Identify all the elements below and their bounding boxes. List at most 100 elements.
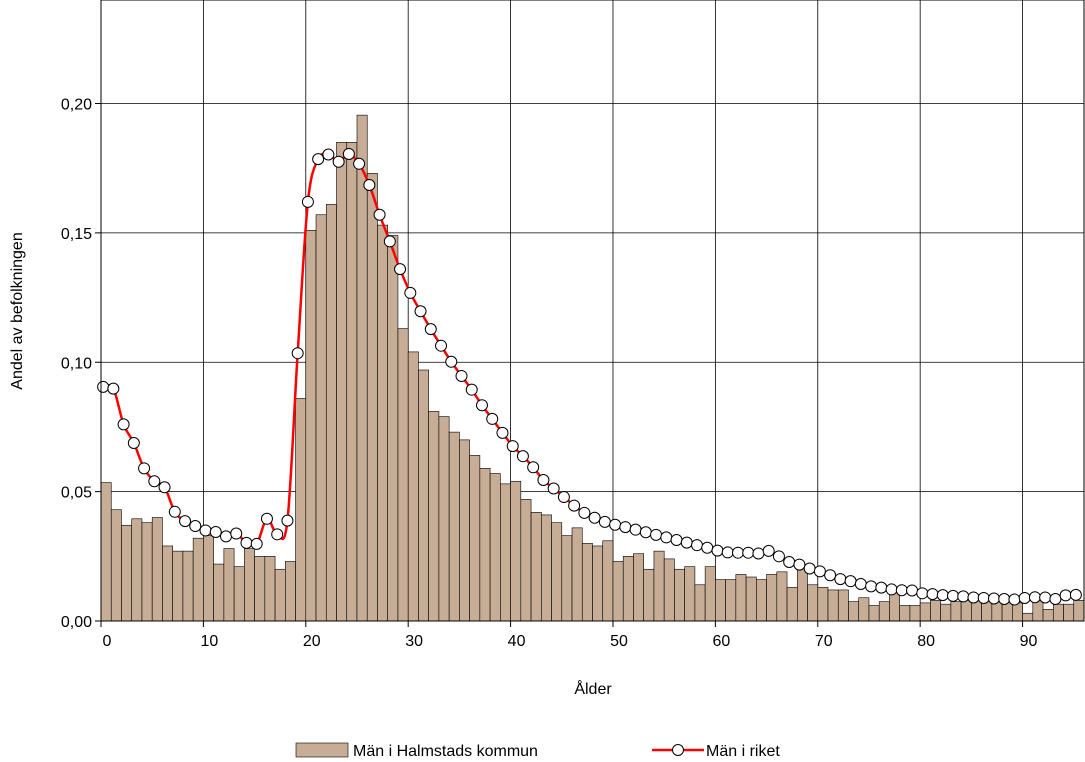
line-point — [650, 528, 663, 541]
line-point — [168, 505, 181, 518]
bar — [827, 589, 839, 622]
bar — [141, 522, 153, 622]
bar — [356, 114, 368, 622]
line-point — [803, 562, 816, 575]
legend: Män i Halmstads kommun Män i riket — [295, 742, 780, 760]
bar — [1042, 609, 1054, 622]
bar — [909, 605, 921, 622]
line-point — [373, 208, 386, 221]
x-tick-label: 40 — [508, 633, 526, 650]
bar — [858, 597, 870, 622]
bar — [1012, 602, 1023, 622]
line-point — [936, 589, 949, 602]
x-tick-label: 30 — [405, 633, 423, 650]
line-point — [260, 512, 273, 525]
line-point — [435, 339, 448, 352]
x-tick-label: 60 — [712, 633, 730, 650]
line-point — [179, 515, 192, 528]
line-point — [1059, 589, 1072, 602]
line-point — [834, 573, 847, 586]
bar — [704, 566, 716, 622]
bar — [448, 431, 460, 622]
bar — [940, 603, 952, 622]
x-tick-label: 70 — [815, 633, 833, 650]
line-point — [701, 541, 714, 554]
bar — [1073, 599, 1085, 622]
line-point — [383, 235, 396, 248]
line-point — [742, 546, 755, 559]
line-point — [527, 461, 540, 474]
x-tick-label: 80 — [917, 633, 935, 650]
line-point — [731, 546, 744, 559]
line-point — [547, 482, 560, 495]
line-point — [97, 380, 110, 393]
bar — [192, 537, 204, 622]
y-tick-label: 0,00 — [61, 614, 92, 631]
bar — [459, 439, 470, 622]
line-point — [598, 515, 611, 528]
line-point — [967, 591, 980, 604]
bar — [500, 483, 511, 622]
line-point — [148, 475, 161, 488]
y-tick-label: 0,20 — [61, 97, 92, 114]
bar — [285, 561, 296, 622]
x-tick-label: 0 — [103, 633, 112, 650]
bar — [213, 563, 225, 622]
bar — [633, 553, 644, 622]
line-point — [957, 590, 970, 603]
line-point — [977, 591, 990, 604]
bar — [807, 584, 819, 622]
bar — [407, 351, 419, 622]
line-point — [291, 347, 304, 360]
line-point — [629, 523, 642, 536]
line-point — [609, 518, 622, 531]
line-point — [1018, 591, 1031, 604]
bar — [489, 473, 501, 622]
line-point — [138, 462, 151, 475]
bar — [315, 214, 327, 622]
line-point — [906, 584, 919, 597]
bar — [438, 416, 450, 622]
bar — [336, 142, 348, 622]
bar — [643, 568, 655, 622]
line-point — [926, 588, 939, 601]
bar — [182, 550, 194, 622]
line-point — [1049, 593, 1062, 606]
x-tick-label: 20 — [303, 633, 321, 650]
line-point — [947, 589, 960, 602]
line-point — [445, 355, 458, 368]
bar-series-halmstad — [100, 114, 1085, 622]
line-point — [854, 577, 867, 590]
bar — [571, 527, 583, 622]
bar — [592, 545, 604, 622]
bar — [817, 587, 829, 622]
line-point — [404, 286, 417, 299]
line-point — [506, 440, 519, 453]
x-tick-label: 90 — [1020, 633, 1038, 650]
bar — [203, 535, 214, 622]
bar — [305, 229, 317, 622]
line-point — [486, 412, 499, 425]
line-point — [660, 531, 673, 544]
bar — [766, 574, 778, 622]
line-point — [342, 147, 355, 160]
line-point — [721, 546, 734, 559]
line-point — [465, 383, 478, 396]
line-point — [516, 450, 529, 463]
line-point — [987, 592, 1000, 605]
line-point — [639, 526, 652, 539]
legend-line-marker — [672, 744, 684, 756]
bar — [479, 468, 491, 622]
line-point — [1069, 588, 1082, 601]
legend-bar-label: Män i Halmstads kommun — [353, 743, 538, 760]
bar — [899, 605, 911, 622]
line-series-riket — [97, 147, 1082, 606]
bar — [756, 579, 767, 622]
line-point — [117, 418, 130, 431]
y-tick-label: 0,05 — [61, 485, 92, 502]
line-point — [783, 556, 796, 569]
line-point — [240, 536, 253, 549]
line-point — [332, 155, 345, 168]
line-point — [189, 520, 202, 533]
